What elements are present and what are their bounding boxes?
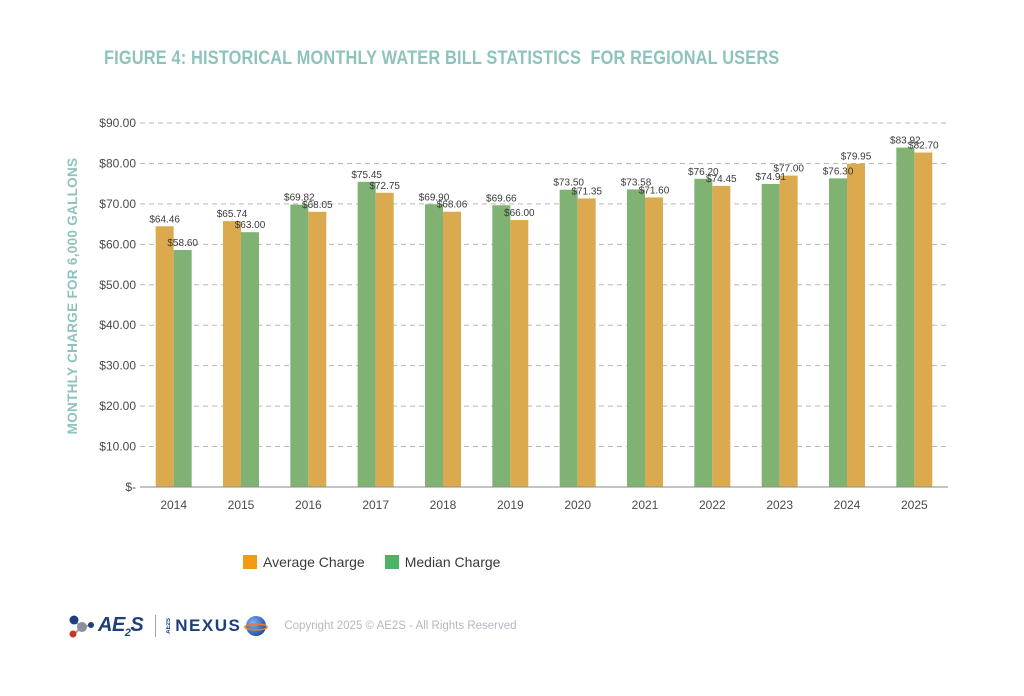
ae2s-logo: AE2S	[66, 613, 144, 639]
nexus-logo: AE2S NEXUS	[166, 614, 269, 638]
x-axis-ticks: 2014 2015 2016 2017 2018 2019 2020 2021 2022 2023…	[160, 498, 928, 512]
bar-average-2017	[375, 192, 394, 487]
bar-median-2019	[492, 205, 511, 487]
bar-average-2018	[443, 211, 461, 487]
bar-average-2020	[577, 198, 596, 487]
bar-average-2024	[847, 163, 865, 487]
x-tick-label: 2019	[497, 498, 524, 512]
y-tick-label: $50.00	[99, 278, 136, 292]
bar-average-2019	[510, 220, 529, 488]
data-label-average-2022: $74.45	[706, 174, 737, 185]
bar-median-2015	[241, 232, 259, 487]
data-label-average-2018: $68.06	[437, 200, 468, 211]
y-tick-label: $60.00	[99, 237, 136, 251]
y-tick-label: $90.00	[99, 116, 136, 130]
x-tick-label: 2022	[699, 498, 726, 512]
x-tick-label: 2020	[564, 498, 591, 512]
legend-item-average: Average Charge	[243, 554, 365, 570]
legend: Average Charge Median Charge	[243, 554, 520, 570]
bar-median-2021	[627, 189, 645, 487]
nexus-prefix: AE2S	[166, 618, 173, 634]
ae2s-logo-text: AE2S	[98, 613, 144, 639]
bar-median-2020	[559, 189, 578, 487]
data-label-average-2016: $68.05	[302, 200, 333, 211]
x-tick-label: 2018	[430, 498, 457, 512]
nexus-logo-text: NEXUS	[175, 616, 242, 635]
x-tick-label: 2024	[834, 498, 861, 512]
x-tick-label: 2023	[766, 498, 793, 512]
footer: AE2S AE2S NEXUS Copyright 2025 © AE2S - …	[66, 612, 517, 640]
logo-divider	[155, 615, 157, 637]
data-label-average-2014: $64.46	[149, 214, 180, 225]
data-label-median-2020: $73.50	[553, 178, 584, 189]
x-tick-label: 2017	[362, 498, 389, 512]
data-label-median-2019: $69.66	[486, 193, 517, 204]
bar-median-2017	[357, 181, 376, 487]
legend-swatch-average	[243, 555, 257, 569]
bar-median-2016	[290, 204, 309, 487]
data-label-median-2025: $83.92	[890, 136, 921, 147]
data-label-median-2018: $69.90	[419, 192, 450, 203]
bar-average-2016	[308, 211, 327, 487]
data-label-average-2015: $65.74	[217, 209, 248, 220]
x-tick-label: 2014	[160, 498, 187, 512]
legend-label-average: Average Charge	[263, 554, 365, 570]
x-tick-label: 2021	[632, 498, 659, 512]
bar-median-2018	[425, 204, 443, 487]
bar-average-2025	[914, 152, 933, 487]
data-labels: $64.46 $58.60 $65.74$63.00 $69.82$68.05 $75.…	[149, 136, 939, 249]
data-label-average-2021: $71.60	[639, 185, 670, 196]
bar-average-2023	[779, 175, 798, 488]
legend-swatch-median	[384, 555, 399, 569]
y-tick-label: $30.00	[99, 359, 136, 373]
bar-median-2025	[896, 147, 915, 488]
data-label-average-2017: $72.75	[369, 181, 400, 192]
bar-average-2014	[155, 226, 174, 487]
legend-item-median: Median Charge	[384, 554, 501, 570]
data-label-average-2019: $66.00	[504, 208, 535, 219]
bar-median-2014	[173, 249, 192, 487]
data-label-median-2014: $58.60	[167, 238, 198, 249]
chart-title: FIGURE 4: HISTORICAL MONTHLY WATER BILL …	[104, 48, 780, 69]
bar-median-2024	[829, 178, 847, 488]
bars	[155, 147, 933, 488]
bar-median-2023	[761, 184, 780, 487]
data-label-median-2023: $74.91	[755, 172, 786, 183]
x-tick-label: 2015	[228, 498, 255, 512]
data-label-median-2024: $76.30	[823, 166, 854, 177]
data-label-median-2016: $69.82	[284, 193, 315, 204]
data-label-average-2020: $71.35	[571, 186, 602, 197]
bar-average-2022	[712, 185, 731, 487]
data-label-median-2021: $73.58	[621, 177, 652, 188]
x-tick-label: 2025	[901, 498, 928, 512]
y-tick-label: $20.00	[99, 399, 136, 413]
y-axis-label: MONTHLY CHARGE FOR 6,000 GALLONS	[65, 158, 80, 435]
y-tick-label: $-	[125, 480, 136, 494]
y-tick-label: $80.00	[99, 156, 136, 170]
data-label-median-2015: $63.00	[235, 220, 266, 231]
y-tick-label: $40.00	[99, 318, 136, 332]
molecule-icon	[69, 615, 94, 638]
globe-icon	[244, 616, 269, 636]
data-label-median-2017: $75.45	[351, 170, 382, 181]
y-tick-label: $70.00	[99, 197, 136, 211]
x-tick-label: 2016	[295, 498, 322, 512]
y-tick-label: $10.00	[99, 440, 136, 454]
y-axis-ticks: $- $10.00 $20.00 $30.00 $40.00 $50.00 $60.00 $7…	[99, 116, 136, 494]
copyright-text: Copyright 2025 © AE2S - All Rights Reser…	[284, 620, 517, 632]
data-label-average-2023: $77.00	[773, 164, 804, 175]
legend-label-median: Median Charge	[404, 554, 501, 570]
data-label-average-2024: $79.95	[841, 152, 872, 163]
bar-median-2022	[694, 178, 713, 487]
data-label-median-2022: $76.20	[688, 167, 719, 178]
bar-average-2021	[645, 197, 663, 487]
bar-average-2015	[223, 221, 241, 487]
data-label-average-2025: $82.70	[908, 141, 939, 152]
